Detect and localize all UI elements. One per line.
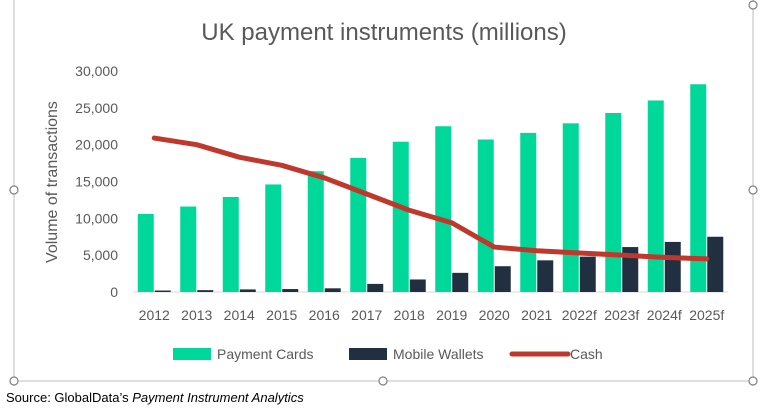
bar-mobile-wallets — [409, 279, 426, 292]
bar-mobile-wallets — [367, 283, 384, 292]
y-axis-label: Volume of transactions — [44, 101, 61, 263]
bar-mobile-wallets — [452, 272, 469, 292]
bar-payment-cards — [350, 157, 367, 292]
bar-mobile-wallets — [707, 236, 724, 292]
bar-series — [137, 84, 724, 293]
source-title: Payment Instrument Analytics — [132, 390, 304, 405]
line-cash — [151, 135, 710, 262]
bar-payment-cards — [307, 171, 324, 292]
resize-handle-bottom[interactable] — [378, 376, 388, 386]
x-tick-label: 2015 — [266, 307, 297, 323]
resize-handle-bottom-left[interactable] — [9, 376, 19, 386]
y-tick-label: 10,000 — [75, 210, 118, 226]
chart-title: UK payment instruments (millions) — [201, 19, 566, 46]
bar-payment-cards — [392, 141, 409, 292]
y-tick-label: 5,000 — [83, 247, 118, 263]
bar-payment-cards — [222, 196, 239, 292]
bar-payment-cards — [265, 184, 282, 292]
bar-payment-cards — [435, 126, 452, 292]
x-tick-label: 2020 — [479, 307, 510, 323]
bar-mobile-wallets — [197, 290, 214, 292]
y-tick-label: 25,000 — [75, 100, 118, 116]
bar-payment-cards — [605, 112, 622, 293]
legend-label-payment-cards: Payment Cards — [217, 346, 313, 362]
bar-payment-cards — [137, 213, 154, 292]
x-tick-label: 2018 — [394, 307, 425, 323]
legend-label-mobile-wallets: Mobile Wallets — [393, 346, 484, 362]
resize-handle-top-right[interactable] — [748, 0, 758, 10]
legend-swatch-mobile-wallets — [349, 348, 387, 360]
bar-payment-cards — [690, 84, 707, 292]
line-series — [151, 135, 710, 262]
bar-mobile-wallets — [154, 290, 171, 292]
x-tick-label: 2025f — [689, 307, 724, 323]
legend: Payment Cards Mobile Wallets Cash — [173, 346, 603, 362]
x-tick-label: 2014 — [224, 307, 255, 323]
resize-handle-bottom-right[interactable] — [748, 376, 758, 386]
x-tick-label: 2024f — [647, 307, 682, 323]
bar-mobile-wallets — [239, 289, 256, 292]
y-tick-label: 20,000 — [75, 137, 118, 153]
bar-payment-cards — [520, 132, 537, 292]
bar-mobile-wallets — [282, 289, 299, 292]
x-tick-label: 2023f — [604, 307, 639, 323]
legend-label-cash: Cash — [570, 346, 603, 362]
bar-mobile-wallets — [324, 288, 341, 292]
x-tick-label: 2016 — [309, 307, 340, 323]
y-tick-label: 15,000 — [75, 174, 118, 190]
x-tick-label: 2017 — [351, 307, 382, 323]
bar-mobile-wallets — [664, 241, 681, 292]
legend-swatch-payment-cards — [173, 348, 211, 360]
x-axis-ticks: 2012 2013 2014 2015 2016 2017 2018 2019 2020 2021… — [139, 307, 725, 323]
x-tick-label: 2022f — [562, 307, 597, 323]
bar-payment-cards — [180, 206, 197, 292]
x-tick-label: 2012 — [139, 307, 170, 323]
bar-payment-cards — [647, 100, 664, 292]
bar-payment-cards — [477, 139, 494, 292]
chart-frame — [9, 0, 758, 386]
source-note: Source: GlobalData’s Payment Instrument … — [6, 388, 304, 408]
bar-mobile-wallets — [494, 266, 511, 292]
x-tick-label: 2019 — [436, 307, 467, 323]
resize-handle-left[interactable] — [9, 185, 19, 195]
y-tick-label: 30,000 — [75, 63, 118, 79]
resize-handle-right[interactable] — [748, 185, 758, 195]
x-tick-label: 2013 — [181, 307, 212, 323]
x-tick-label: 2021 — [521, 307, 552, 323]
y-tick-label: 0 — [110, 284, 118, 300]
bar-mobile-wallets — [579, 256, 596, 292]
y-axis-ticks: 0 5,000 10,000 15,000 20,000 25,000 30,000 — [75, 63, 118, 300]
bar-payment-cards — [562, 123, 579, 292]
source-prefix: Source: GlobalData’s — [6, 390, 133, 405]
bar-mobile-wallets — [537, 260, 554, 292]
